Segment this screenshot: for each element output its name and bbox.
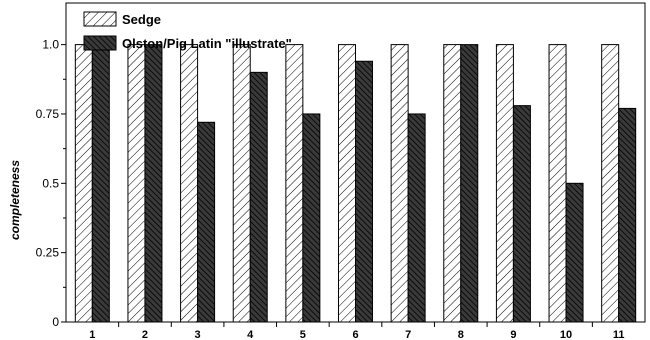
bar-olston-9 — [512, 105, 531, 323]
y-tick-label-2: 0.5 — [42, 176, 59, 190]
x-tick-label-5: 5 — [300, 329, 306, 340]
legend: Sedge Olston/Pig Latin "illustrate" — [83, 11, 292, 51]
bar-olston-3 — [197, 121, 216, 323]
bar-sedge-5 — [285, 44, 304, 323]
bar-olston-10 — [565, 182, 584, 323]
bar-olston-2 — [144, 44, 163, 323]
bar-sedge-6 — [338, 44, 356, 323]
bar-olston-5 — [302, 113, 321, 323]
bar-olston-6 — [355, 60, 373, 323]
x-tick-label-10: 10 — [560, 329, 572, 340]
x-tick-label-2: 2 — [142, 329, 148, 340]
bar-olston-1 — [91, 44, 110, 323]
bar-olston-7 — [407, 113, 426, 323]
x-tick-label-9: 9 — [510, 329, 516, 340]
bars-group — [74, 44, 637, 323]
bar-sedge-7 — [390, 44, 409, 323]
legend-label-sedge: Sedge — [122, 12, 161, 27]
y-axis: 0 0.25 0.5 0.75 1.0 — [36, 38, 66, 329]
y-tick-label-0: 0 — [52, 315, 59, 329]
legend-label-olston: Olston/Pig Latin "illustrate" — [122, 36, 292, 51]
x-axis: 1 2 3 4 5 6 7 8 9 10 11 — [89, 322, 625, 340]
y-axis-title: completeness — [8, 160, 22, 240]
x-tick-label-4: 4 — [247, 329, 254, 340]
bar-sedge-8 — [443, 44, 462, 323]
bar-sedge-2 — [127, 44, 146, 323]
bar-sedge-3 — [180, 44, 199, 323]
bar-olston-8 — [460, 44, 479, 323]
x-tick-label-8: 8 — [458, 329, 464, 340]
bar-sedge-9 — [495, 44, 514, 323]
x-tick-label-3: 3 — [195, 329, 201, 340]
bar-sedge-10 — [548, 44, 567, 323]
x-tick-label-6: 6 — [352, 329, 358, 340]
bar-sedge-4 — [232, 44, 251, 323]
y-tick-label-4: 1.0 — [42, 38, 59, 52]
bar-olston-11 — [618, 107, 637, 323]
x-tick-label-7: 7 — [405, 329, 411, 340]
bar-sedge-11 — [601, 44, 620, 323]
bar-olston-4 — [249, 71, 268, 323]
x-tick-label-1: 1 — [89, 329, 95, 340]
x-tick-label-11: 11 — [613, 329, 625, 340]
y-tick-label-3: 0.75 — [36, 107, 60, 121]
bar-sedge-1 — [74, 44, 93, 323]
legend-swatch-olston — [83, 35, 117, 51]
y-tick-label-1: 0.25 — [36, 246, 60, 260]
legend-swatch-sedge — [83, 11, 117, 27]
